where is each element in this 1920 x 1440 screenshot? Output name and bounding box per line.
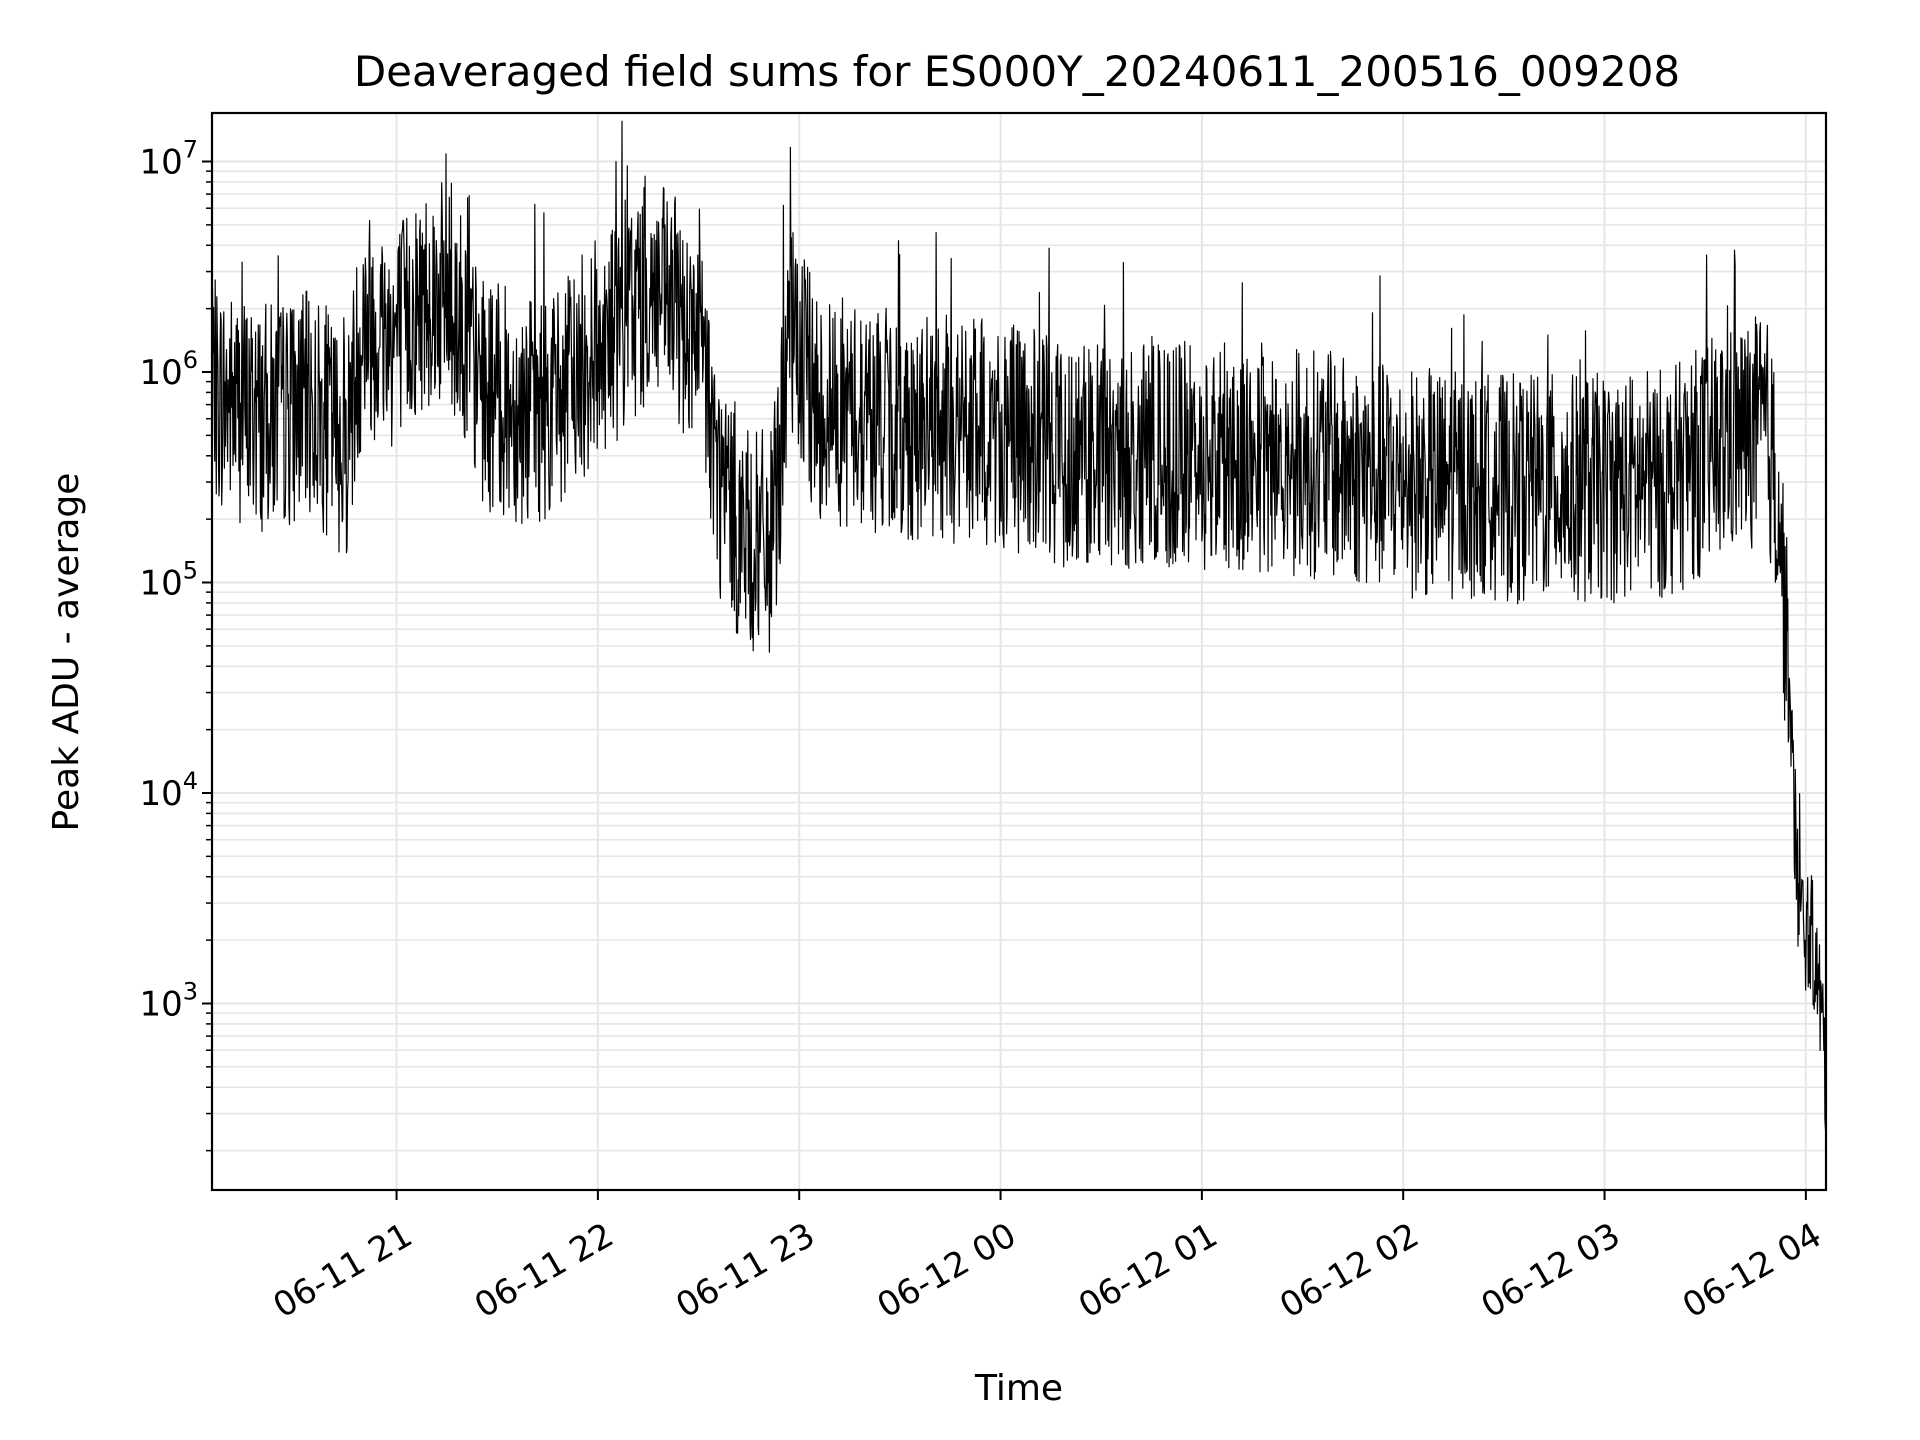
x-axis-label: Time	[974, 1368, 1063, 1409]
y-tick-label: 104	[139, 767, 198, 814]
y-tick-label: 106	[139, 346, 198, 393]
chart-title: Deaveraged field sums for ES000Y_2024061…	[354, 47, 1680, 96]
grid-lines	[212, 113, 1826, 1190]
y-axis: 103 104 105 106 107	[139, 136, 212, 1152]
y-tick-label: 105	[139, 556, 198, 603]
y-tick-label: 103	[139, 977, 198, 1024]
y-axis-label: Peak ADU - average	[46, 473, 87, 832]
plot-frame	[210, 111, 1828, 1192]
y-tick-label: 107	[139, 136, 198, 183]
series-line	[211, 120, 1827, 1131]
plot-area	[211, 120, 1827, 1131]
